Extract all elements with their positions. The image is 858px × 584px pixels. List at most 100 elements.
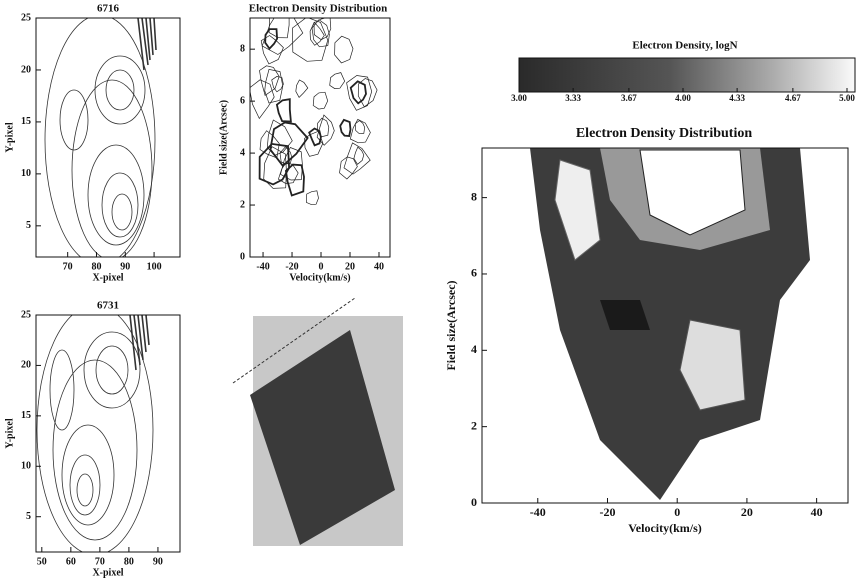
- chart-title: Electron Density Distribution: [249, 3, 388, 15]
- x-tick-label: 40: [811, 505, 823, 519]
- contour-line: [349, 80, 367, 105]
- contour-line: [292, 18, 329, 62]
- contour-line: [271, 76, 284, 93]
- y-tick-label: 10: [21, 461, 31, 472]
- x-tick-label: -20: [599, 505, 615, 519]
- chart-title: 6731: [97, 300, 119, 312]
- x-tick-label: 20: [741, 505, 753, 519]
- x-tick-label: 70: [95, 556, 105, 567]
- colorbar-tick-label: 5.00: [839, 93, 855, 103]
- plot-frame: [481, 147, 849, 504]
- colorbar: [518, 57, 856, 93]
- contour-line: [349, 118, 371, 144]
- contour-line: [275, 98, 292, 123]
- contour-line: [312, 91, 329, 110]
- contour-line: [339, 118, 352, 137]
- contour-line: [264, 28, 279, 51]
- contour-line: [317, 117, 330, 138]
- x-tick-label: 80: [124, 556, 134, 567]
- y-tick-label: 20: [21, 64, 31, 75]
- density-fill: [530, 148, 810, 500]
- y-axis-label: Y-pixel: [4, 122, 15, 152]
- contour-lines: [36, 315, 154, 552]
- colorbar-tick-label: 4.00: [675, 93, 691, 103]
- contour-line: [263, 146, 287, 189]
- x-tick-label: -40: [530, 505, 546, 519]
- contour-line: [277, 162, 299, 184]
- y-tick-label: 10: [21, 168, 31, 179]
- x-tick-label: -40: [256, 261, 269, 272]
- contour-line: [284, 163, 305, 197]
- x-tick-label: 50: [37, 556, 47, 567]
- colorbar-tick-label: 4.33: [729, 93, 745, 103]
- y-tick-label: 4: [471, 342, 477, 356]
- contour-line: [306, 190, 319, 206]
- x-tick-label: 40: [374, 261, 384, 272]
- y-tick-label: 25: [21, 12, 31, 23]
- contour-lines: [250, 18, 378, 206]
- y-tick-label: 8: [471, 189, 477, 203]
- y-tick-label: 6: [471, 266, 477, 280]
- y-tick-label: 20: [21, 360, 31, 371]
- plot-frame: [249, 17, 391, 258]
- chart-title: 6716: [97, 3, 120, 15]
- x-axis-label: Velocity(km/s): [628, 521, 702, 535]
- contour-line: [334, 35, 354, 64]
- y-tick-label: 8: [240, 43, 245, 54]
- x-axis-label: Velocity(km/s): [289, 272, 350, 283]
- contour-line: [295, 79, 309, 98]
- contour-line: [264, 68, 284, 104]
- chart-title: Electron Density Distribution: [576, 126, 753, 141]
- x-tick-label: 0: [319, 261, 324, 272]
- x-tick-label: 90: [120, 261, 130, 272]
- colorbar-tick-label: 4.67: [785, 93, 801, 103]
- contour-line: [357, 78, 378, 108]
- y-tick-label: 25: [21, 309, 31, 320]
- contour-line: [280, 147, 303, 181]
- colorbar-tick-label: 3.00: [511, 93, 527, 103]
- contour-line: [316, 114, 335, 146]
- contour-line: [329, 72, 346, 89]
- contour-line: [266, 119, 293, 156]
- x-tick-label: 80: [91, 261, 101, 272]
- y-axis-label: Field size(Arcsec): [218, 100, 229, 175]
- x-tick-label: 0: [674, 505, 680, 519]
- contour-lines: [44, 18, 157, 257]
- contour-line: [279, 146, 293, 165]
- x-tick-label: -20: [285, 261, 298, 272]
- contour-line: [269, 121, 309, 168]
- colorbar-title: Electron Density, logN: [632, 40, 737, 52]
- contour-line: [346, 75, 373, 111]
- contour-line: [343, 142, 371, 175]
- y-tick-label: 6: [240, 95, 245, 106]
- plot-frame: [35, 17, 181, 258]
- y-tick-label: 5: [26, 511, 31, 522]
- contour-line: [260, 35, 284, 65]
- colorbar-tick-label: 3.67: [621, 93, 637, 103]
- x-axis-label: X-pixel: [92, 567, 123, 578]
- surface-image: [232, 297, 403, 546]
- x-tick-label: 100: [147, 261, 162, 272]
- contour-line: [250, 79, 275, 120]
- contour-line: [313, 18, 332, 41]
- contour-line: [268, 18, 290, 39]
- x-tick-label: 20: [345, 261, 355, 272]
- y-tick-label: 15: [21, 410, 31, 421]
- x-tick-label: 60: [66, 556, 76, 567]
- contour-line: [354, 120, 366, 135]
- y-tick-label: 15: [21, 116, 31, 127]
- y-tick-label: 2: [240, 199, 245, 210]
- y-tick-label: 2: [471, 418, 477, 432]
- x-tick-label: 70: [63, 261, 73, 272]
- colorbar-tick-label: 3.33: [565, 93, 581, 103]
- plot-frame: [35, 314, 181, 553]
- y-tick-label: 0: [240, 251, 245, 262]
- contour-line: [309, 21, 325, 46]
- y-tick-label: 5: [26, 220, 31, 231]
- y-axis-label: Field size(Arcsec): [444, 280, 458, 370]
- contour-line: [339, 156, 358, 180]
- contour-line: [353, 146, 365, 165]
- contour-line: [259, 65, 280, 96]
